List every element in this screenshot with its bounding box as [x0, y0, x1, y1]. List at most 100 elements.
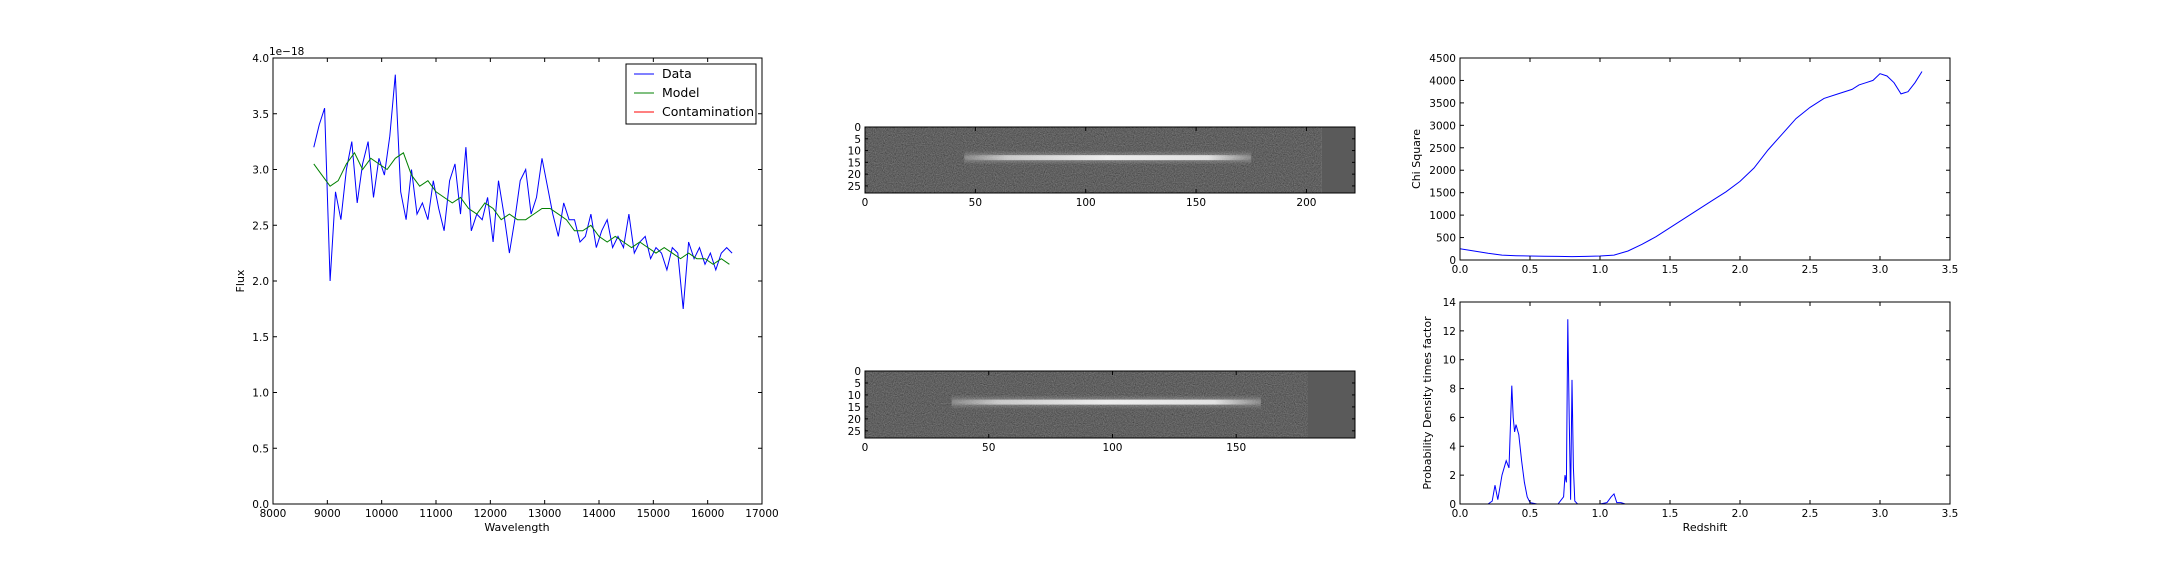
probability-density-panel: 0.0 0.5 1.0 1.5 2.0 2.5 3.0 3.5 0 2 4 6 8 10 12 14 Pro…: [1421, 297, 1958, 534]
probability-ytick-label: 14: [1443, 297, 1457, 309]
series-line-data: [313, 74, 733, 309]
image-bottom-ytick-label: 10: [848, 390, 861, 402]
spectrum-xtick-label: 11000: [419, 508, 452, 520]
probability-ytick-label: 12: [1443, 326, 1456, 338]
chi-square-xtick-label: 2.5: [1802, 264, 1819, 276]
spectrum-xtick-label: 16000: [691, 508, 724, 520]
probability-ytick-label: 8: [1449, 384, 1456, 396]
chi-square-ytick-label: 3500: [1429, 98, 1456, 110]
spectrum-image-bottom-frame: [864, 370, 1356, 439]
legend-label-model: Model: [662, 85, 700, 100]
image-top-xtick-label: 200: [1296, 197, 1316, 209]
spectrum-xlabel: Wavelength: [484, 521, 549, 534]
probability-xtick-label: 2.0: [1732, 508, 1749, 520]
image-top-ytick-label: 0: [854, 122, 861, 134]
image-top-ytick-label: 10: [848, 146, 861, 158]
chi-square-ylabel: Chi Square: [1410, 129, 1423, 189]
spectrum-ytick-label: 2.5: [252, 220, 269, 232]
probability-ytick-label: 0: [1449, 499, 1456, 511]
image-top-trace: [964, 155, 1252, 161]
image-bottom-trace: [951, 399, 1261, 405]
chi-square-line: [1459, 71, 1923, 258]
spectrum-ytick-label: 0.0: [252, 499, 269, 511]
image-top-ytick-label: 25: [848, 181, 861, 193]
image-top-padding: [1321, 127, 1355, 193]
spectrum-ytick-label: 4.0: [252, 53, 269, 65]
spectrum-ytick-label: 2.0: [252, 276, 269, 288]
image-top-ytick-label: 20: [848, 169, 861, 181]
chi-square-ytick-label: 4000: [1429, 75, 1456, 87]
probability-xtick-label: 2.5: [1802, 508, 1819, 520]
probability-ytick-label: 10: [1443, 355, 1456, 367]
spectrum-xtick-label: 17000: [745, 508, 778, 520]
image-bottom-ytick-label: 0: [854, 366, 861, 378]
image-bottom-ytick-label: 15: [848, 402, 861, 414]
spectrum-xtick-label: 9000: [314, 508, 341, 520]
spectrum-xtick-label: 13000: [528, 508, 561, 520]
chi-square-ytick-label: 1500: [1429, 188, 1456, 200]
spectrum-panel: 8000 9000 10000 11000 12000 13000 14000 15000 16…: [234, 46, 779, 534]
chi-square-ytick-label: 500: [1436, 233, 1456, 245]
image-bottom-padding: [1307, 371, 1355, 438]
image-bottom-xtick-label: 50: [982, 442, 995, 454]
probability-xtick-label: 0.0: [1452, 508, 1469, 520]
spectrum-axes-frame: [272, 57, 763, 505]
probability-axes-frame: [1459, 301, 1951, 505]
chi-square-ytick-label: 4500: [1429, 53, 1456, 65]
chi-square-xtick-label: 2.0: [1732, 264, 1749, 276]
probability-ytick-label: 2: [1449, 470, 1456, 482]
chi-square-xtick-label: 0.5: [1522, 264, 1539, 276]
spectrum-xtick-label: 14000: [582, 508, 615, 520]
spectrum-xtick-label: 10000: [365, 508, 398, 520]
image-bottom-xtick-label: 0: [862, 442, 869, 454]
spectrum-ylabel: Flux: [234, 269, 247, 292]
image-top-xtick-label: 150: [1186, 197, 1206, 209]
chi-square-xtick-label: 3.0: [1872, 264, 1889, 276]
spectrum-offset-text: 1e−18: [269, 46, 304, 58]
image-top-xtick-label: 50: [969, 197, 982, 209]
image-top-xtick-label: 100: [1076, 197, 1096, 209]
chi-square-xtick-label: 0.0: [1452, 264, 1469, 276]
chi-square-ytick-label: 2500: [1429, 143, 1456, 155]
spectrum-xtick-label: 12000: [474, 508, 507, 520]
image-top-ytick-label: 5: [854, 134, 861, 146]
image-bottom-ytick-label: 5: [854, 378, 861, 390]
probability-xtick-label: 1.0: [1592, 508, 1609, 520]
image-top-ytick-label: 15: [848, 157, 861, 169]
probability-xlabel: Redshift: [1683, 521, 1728, 534]
chi-square-ytick-label: 0: [1449, 255, 1456, 267]
probability-xtick-label: 3.0: [1872, 508, 1889, 520]
image-bottom-xtick-label: 100: [1102, 442, 1122, 454]
chi-square-ytick-label: 1000: [1429, 210, 1456, 222]
chi-square-xtick-label: 1.5: [1662, 264, 1679, 276]
probability-ytick-label: 4: [1449, 441, 1456, 453]
spectrum-legend: Data Model Contamination: [625, 63, 757, 125]
legend-label-contamination: Contamination: [662, 104, 754, 119]
spectrum-ytick-label: 3.0: [252, 165, 269, 177]
spectrum-xtick-label: 15000: [637, 508, 670, 520]
chi-square-axes-frame: [1459, 57, 1951, 261]
spectrum-xtick-label: 8000: [260, 508, 287, 520]
spectrum-ytick-label: 1.5: [252, 332, 269, 344]
image-bottom-xtick-label: 150: [1226, 442, 1246, 454]
spectrum-ytick-label: 1.0: [252, 388, 269, 400]
chi-square-ytick-label: 2000: [1429, 165, 1456, 177]
chi-square-xtick-label: 3.5: [1942, 264, 1959, 276]
image-bottom-ytick-label: 25: [848, 426, 861, 438]
spectrum-ytick-label: 3.5: [252, 109, 269, 121]
probability-xtick-label: 3.5: [1942, 508, 1959, 520]
series-line-model: [313, 151, 730, 265]
chi-square-xtick-label: 1.0: [1592, 264, 1609, 276]
image-bottom-ytick-label: 20: [848, 414, 861, 426]
probability-xtick-label: 1.5: [1662, 508, 1679, 520]
image-top-xtick-label: 0: [862, 197, 869, 209]
probability-density-line: [1460, 319, 1922, 505]
chi-square-ytick-label: 3000: [1429, 120, 1456, 132]
probability-ylabel: Probability Density times factor: [1421, 316, 1434, 490]
probability-xtick-label: 0.5: [1522, 508, 1539, 520]
legend-label-data: Data: [662, 66, 692, 81]
spectrum-image-top-frame: [864, 126, 1356, 194]
